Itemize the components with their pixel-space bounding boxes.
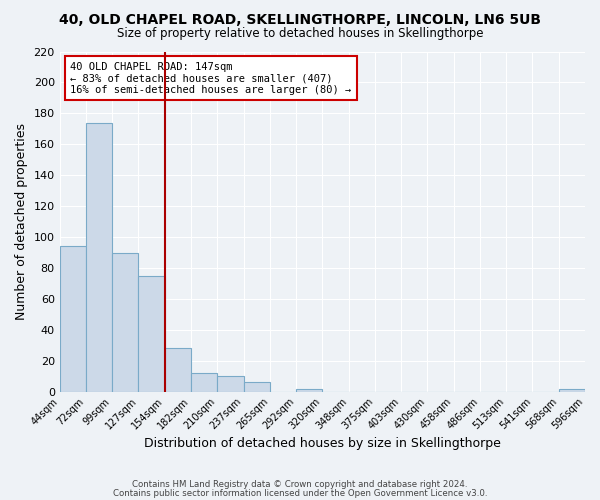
- Bar: [86, 122, 112, 392]
- Bar: [112, 252, 139, 392]
- Text: Contains HM Land Registry data © Crown copyright and database right 2024.: Contains HM Land Registry data © Crown c…: [132, 480, 468, 489]
- Bar: [139, 276, 165, 392]
- Bar: [559, 388, 585, 392]
- Text: Size of property relative to detached houses in Skellingthorpe: Size of property relative to detached ho…: [117, 28, 483, 40]
- Bar: [296, 388, 322, 392]
- Text: 40 OLD CHAPEL ROAD: 147sqm
← 83% of detached houses are smaller (407)
16% of sem: 40 OLD CHAPEL ROAD: 147sqm ← 83% of deta…: [70, 62, 352, 95]
- Bar: [191, 373, 217, 392]
- Bar: [59, 246, 86, 392]
- Bar: [165, 348, 191, 392]
- Bar: [217, 376, 244, 392]
- Text: 40, OLD CHAPEL ROAD, SKELLINGTHORPE, LINCOLN, LN6 5UB: 40, OLD CHAPEL ROAD, SKELLINGTHORPE, LIN…: [59, 12, 541, 26]
- Text: Contains public sector information licensed under the Open Government Licence v3: Contains public sector information licen…: [113, 488, 487, 498]
- Y-axis label: Number of detached properties: Number of detached properties: [15, 123, 28, 320]
- X-axis label: Distribution of detached houses by size in Skellingthorpe: Distribution of detached houses by size …: [144, 437, 501, 450]
- Bar: [244, 382, 270, 392]
